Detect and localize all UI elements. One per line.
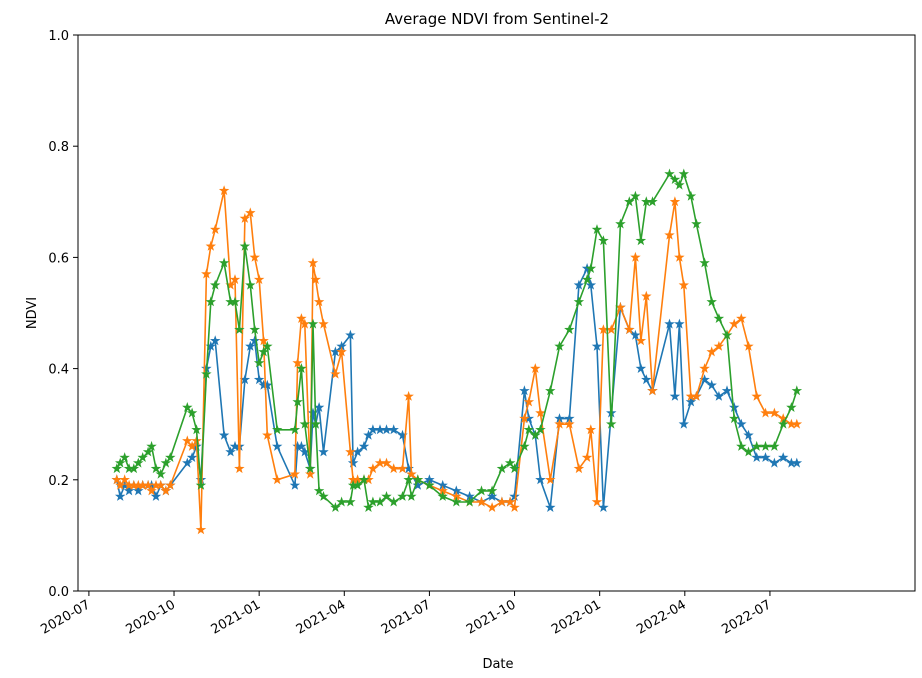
x-axis-label: Date (482, 657, 513, 672)
y-tick-label: 0.4 (48, 363, 69, 378)
y-tick-label: 0.2 (48, 474, 69, 489)
chart-title: Average NDVI from Sentinel-2 (385, 10, 609, 28)
y-tick-label: 1.0 (48, 29, 69, 44)
y-axis-label: NDVI (25, 297, 40, 329)
y-tick-label: 0.0 (48, 585, 69, 600)
y-tick-label: 0.6 (48, 251, 69, 266)
background (0, 0, 922, 678)
chart: Average NDVI from Sentinel-2 Date NDVI 0… (0, 0, 922, 678)
y-tick-label: 0.8 (48, 140, 69, 155)
